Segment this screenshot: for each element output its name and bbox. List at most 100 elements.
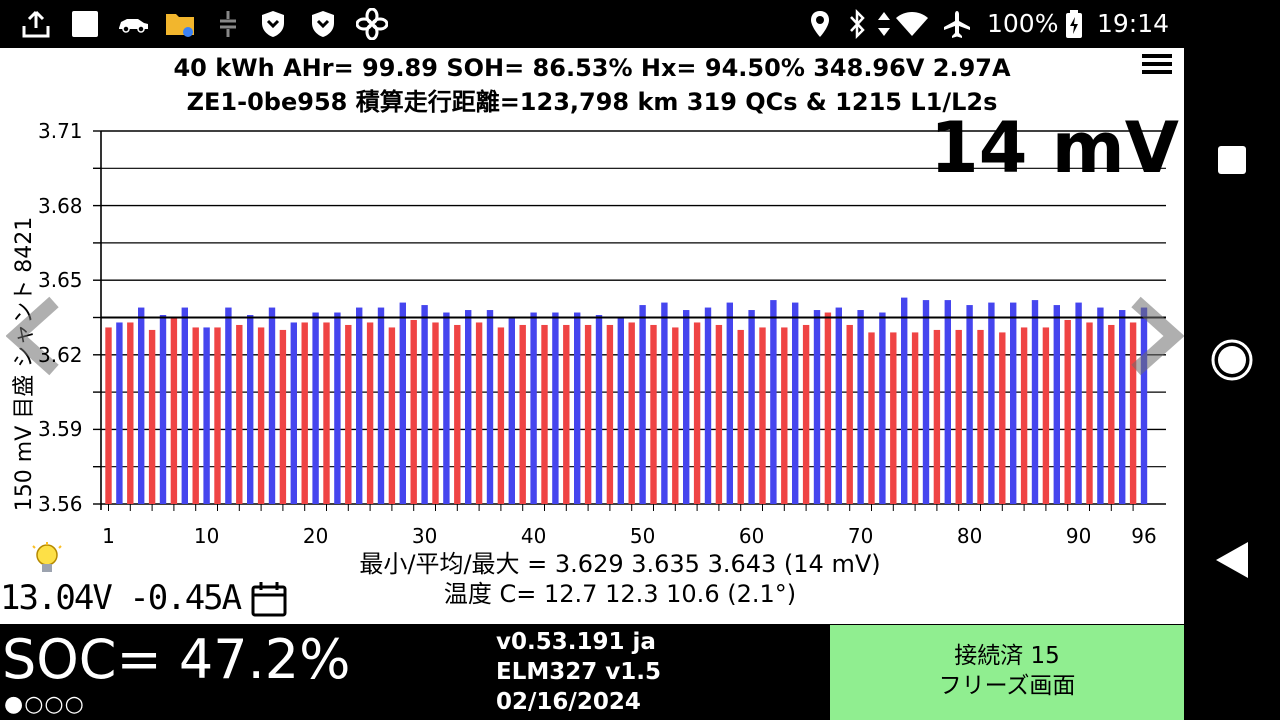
shield-icon-2: [308, 8, 338, 40]
cell-bar: [421, 305, 428, 504]
temperature-readout: 温度 C= 12.7 12.3 10.6 (2.1°): [443, 580, 797, 608]
cell-bar: [159, 315, 167, 504]
cell-bar: [257, 327, 265, 504]
cell-bar: [672, 327, 679, 504]
cell-bar: [584, 324, 592, 504]
car-icon: [115, 8, 151, 40]
home-circle-icon: [1204, 339, 1260, 387]
chevron-left-icon: [5, 296, 62, 380]
next-page-arrow[interactable]: [1128, 296, 1185, 380]
fan-icon: [354, 8, 390, 40]
cell-bar: [181, 307, 188, 504]
cell-bar: [377, 307, 385, 504]
cell-bar: [301, 322, 308, 504]
min-avg-max-readout: 最小/平均/最大 = 3.629 3.635 3.643 (14 mV): [359, 550, 881, 578]
cell-bar: [781, 327, 788, 504]
cell-bar: [1031, 300, 1039, 504]
cell-bar: [890, 332, 897, 504]
hamburger-icon-bar: [1142, 54, 1172, 58]
cell-bar: [650, 324, 657, 504]
cell-bar: [628, 322, 635, 504]
y-tick-label: 3.68: [38, 193, 83, 218]
cell-bar: [574, 312, 581, 504]
cell-bar: [1020, 327, 1028, 504]
date-readout: 02/16/2024: [496, 689, 641, 715]
cell-bar: [999, 332, 1006, 504]
x-tick-label: 80: [956, 524, 983, 548]
cell-bar: [432, 322, 439, 504]
x-tick-label: 1: [102, 524, 115, 548]
home-button[interactable]: [1204, 337, 1260, 387]
x-tick-label: 50: [629, 524, 656, 548]
y-tick-label: 3.62: [38, 342, 83, 367]
y-tick-label: 3.56: [38, 492, 83, 516]
cell-bar: [334, 312, 341, 504]
cell-bar: [759, 327, 766, 504]
cell-bar: [138, 307, 145, 504]
battery-summary-line: 40 kWh AHr= 99.89 SOH= 86.53% Hx= 94.50%…: [173, 54, 1011, 82]
cell-bar: [1042, 327, 1050, 504]
cell-bar: [770, 300, 777, 504]
cell-bar: [868, 332, 875, 504]
cell-bar: [399, 302, 406, 504]
x-tick-label: 96: [1131, 524, 1157, 548]
back-button[interactable]: [1204, 538, 1260, 586]
cell-bar: [933, 329, 941, 504]
airplane-icon: [940, 8, 974, 40]
cell-bar: [268, 307, 276, 504]
cell-voltage-chart: [93, 130, 1166, 511]
cell-bar: [552, 312, 559, 504]
recents-square-icon: [1204, 146, 1260, 184]
status-bar: 100% 19:14: [0, 0, 1184, 48]
bluetooth-icon: [844, 8, 870, 40]
cell-bar: [966, 305, 973, 504]
soc-readout: SOC= 47.2%: [2, 628, 351, 691]
x-tick-label: 10: [193, 524, 220, 548]
cell-bar: [116, 322, 123, 504]
cell-bar: [1108, 324, 1115, 504]
cell-bar: [1010, 302, 1017, 504]
connection-status-button[interactable]: 接続済 15 フリーズ画面: [830, 625, 1184, 720]
cell-bar: [1053, 305, 1060, 504]
cell-bar: [214, 327, 221, 504]
data-arrows-icon: [876, 8, 892, 40]
battery-percent: 100%: [987, 9, 1059, 38]
plug-icon: [213, 8, 243, 40]
lightbulb-icon[interactable]: [30, 542, 64, 582]
x-tick-label: 30: [411, 524, 438, 548]
cell-bar: [824, 312, 832, 504]
previous-page-arrow[interactable]: [5, 296, 62, 380]
recents-button[interactable]: [1204, 140, 1260, 184]
cell-bar: [465, 310, 472, 504]
cell-bar: [715, 324, 723, 504]
cell-bar: [312, 312, 319, 504]
share-icon: [20, 8, 52, 40]
page-indicator: ●○○○: [4, 692, 85, 717]
back-triangle-icon: [1204, 542, 1260, 586]
cell-bar: [693, 322, 701, 504]
cell-bar: [606, 324, 614, 504]
cell-bar: [148, 329, 156, 504]
cell-bar: [944, 300, 951, 504]
cell-bar: [792, 302, 799, 504]
cell-bar: [192, 327, 199, 504]
cell-bar: [410, 319, 417, 504]
cell-bar: [541, 324, 548, 504]
menu-button[interactable]: [1142, 52, 1172, 78]
app-version: v0.53.191 ja: [496, 629, 656, 655]
calendar-icon[interactable]: [250, 580, 288, 622]
voltage-delta-display: 14 mV: [930, 107, 1179, 189]
aux-battery-voltage: 13.04V -0.45A: [0, 578, 242, 618]
cell-bar: [1086, 322, 1093, 504]
x-tick-label: 70: [847, 524, 874, 548]
cell-bar: [802, 324, 810, 504]
cell-bar: [639, 305, 646, 504]
vehicle-info-line: ZE1-0be958 積算走行距離=123,798 km 319 QCs & 1…: [186, 88, 998, 116]
cell-bar: [225, 307, 232, 504]
cell-bar: [563, 324, 570, 504]
app-content: 40 kWh AHr= 99.89 SOH= 86.53% Hx= 94.50%…: [0, 48, 1185, 720]
cell-bar: [497, 327, 505, 504]
clock: 19:14: [1097, 9, 1170, 38]
cell-bar: [683, 310, 690, 504]
cell-bar: [247, 315, 254, 504]
